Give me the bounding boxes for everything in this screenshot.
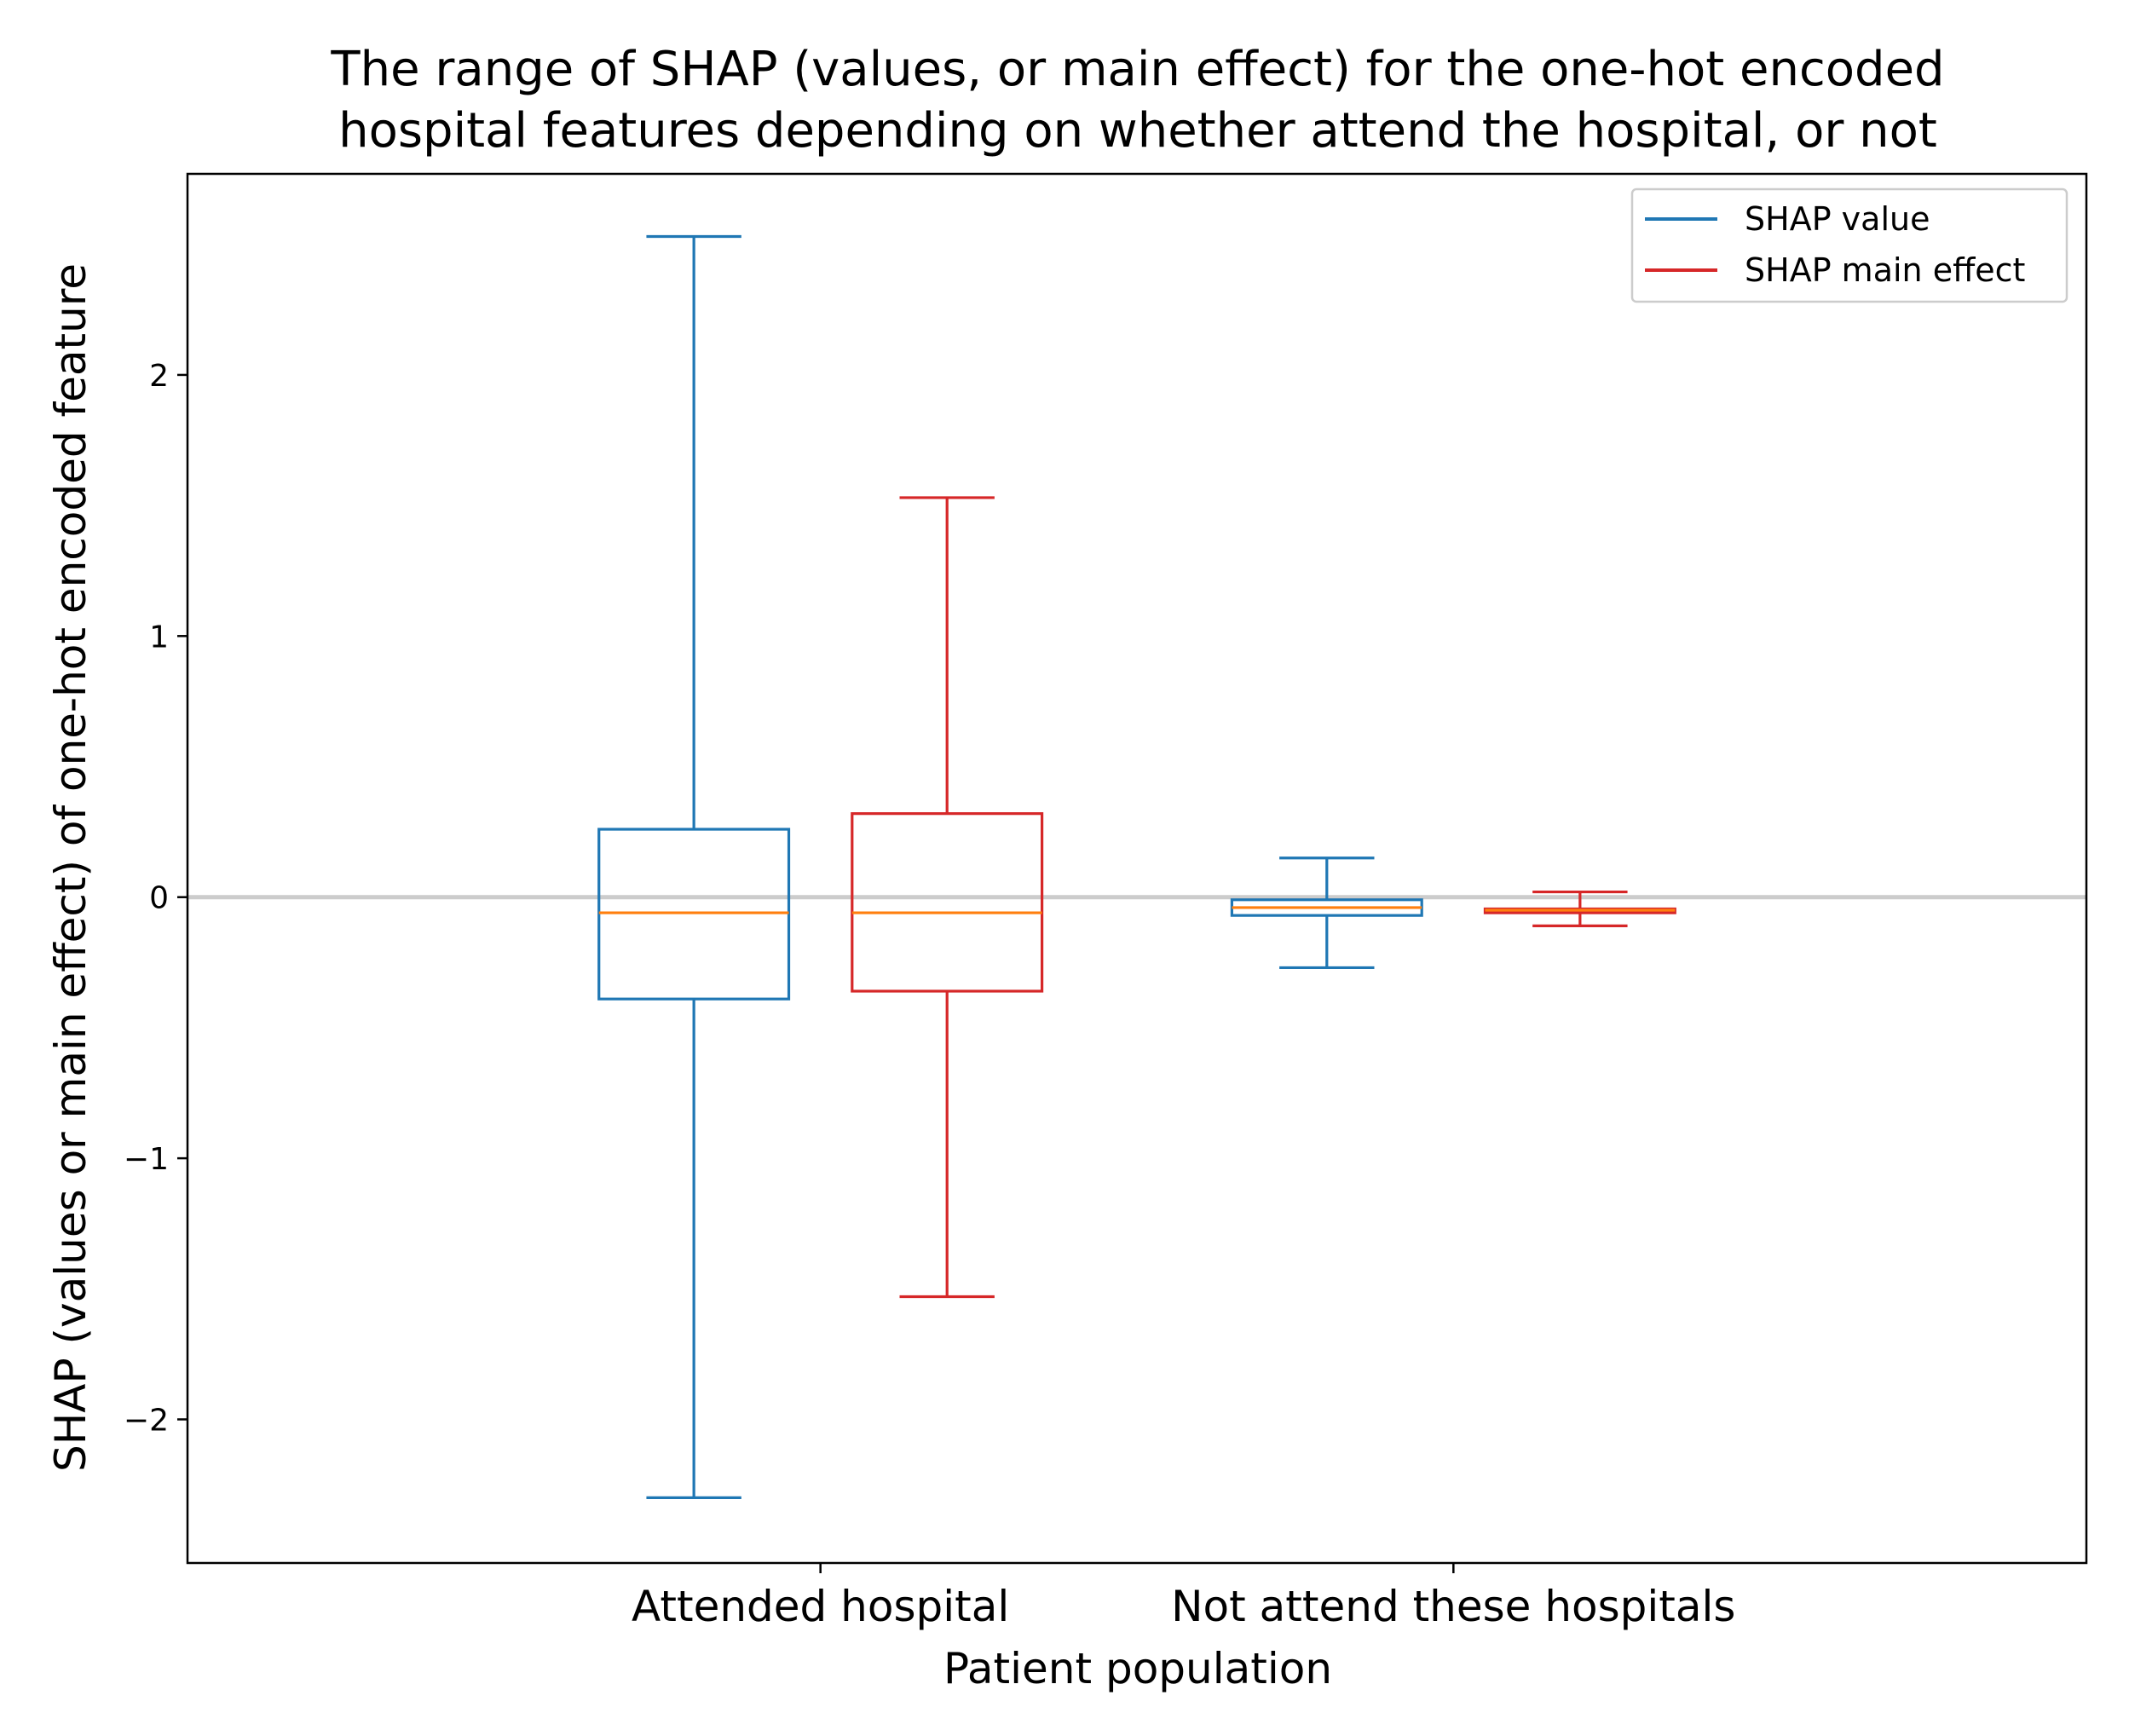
y-axis-label: SHAP (values or main effect) of one-hot … [46, 263, 95, 1472]
x-tick-label: Attended hospital [632, 1582, 1009, 1631]
legend-label-2: SHAP main effect [1745, 251, 2025, 289]
box-1-2 [1230, 856, 1423, 970]
box-2-1 [851, 496, 1044, 1299]
y-tick-label: 0 [149, 881, 169, 916]
y-axis: −2 −1 0 1 2 [124, 359, 188, 1438]
y-tick-label: −2 [124, 1403, 169, 1438]
x-axis: Attended hospital Not attend these hospit… [632, 1563, 1736, 1631]
iqr-box [851, 812, 1044, 993]
legend-frame [1630, 187, 2068, 303]
chart-title-line-1: The range of SHAP (values, or main effec… [330, 42, 1944, 97]
plot-area [188, 234, 2086, 1500]
box-2-2 [1483, 890, 1676, 928]
axes-frame [186, 172, 2088, 1565]
box-1-1 [597, 234, 791, 1500]
x-axis-label: Patient population [943, 1644, 1332, 1693]
legend: SHAP value SHAP main effect [1630, 187, 2068, 303]
y-tick-label: 2 [149, 359, 169, 394]
legend-label-1: SHAP value [1745, 200, 1930, 238]
y-tick-label: −1 [124, 1142, 169, 1177]
y-tick-label: 1 [149, 620, 169, 655]
chart-title-line-2: hospital features depending on whether a… [338, 103, 1937, 159]
x-tick-label: Not attend these hospitals [1171, 1582, 1735, 1631]
